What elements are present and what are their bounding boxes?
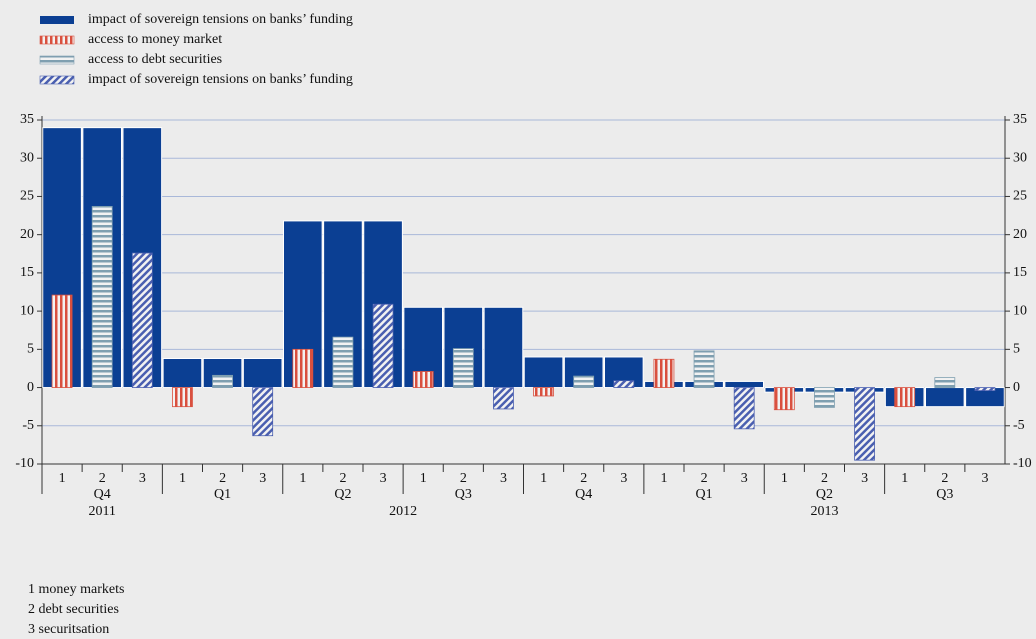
y2-tick-label: 35 [1013, 112, 1027, 127]
y-tick-label: 25 [20, 189, 34, 204]
y-tick-label: 35 [20, 112, 34, 127]
bar [493, 387, 514, 410]
quarter-label: Q2 [816, 487, 833, 502]
bar [613, 380, 635, 388]
x-tick-label: 3 [741, 471, 748, 486]
bar [452, 348, 474, 388]
year-label: 2011 [88, 504, 115, 519]
quarter-label: Q1 [214, 487, 231, 502]
x-tick-label: 2 [460, 471, 467, 486]
bar [974, 387, 996, 392]
y2-tick-label: 0 [1013, 380, 1020, 395]
footnote: 2 debt securities [28, 602, 119, 617]
footnote: 1 money markets [28, 582, 124, 597]
bar [724, 380, 764, 389]
y-tick-label: 5 [27, 342, 34, 357]
bar [733, 387, 755, 430]
y2-tick-label: 10 [1013, 303, 1027, 318]
bar [934, 377, 956, 388]
x-tick-label: 2 [821, 471, 828, 486]
legend-label: impact of sovereign tensions on banks’ f… [88, 12, 353, 27]
bar [242, 358, 283, 389]
x-tick-label: 3 [259, 471, 266, 486]
bar [523, 356, 564, 389]
x-tick-label: 3 [380, 471, 387, 486]
x-tick-label: 1 [420, 471, 427, 486]
x-tick-label: 3 [139, 471, 146, 486]
legend-label: access to debt securities [88, 52, 222, 67]
y-tick-label: -10 [15, 456, 34, 471]
legend-swatch [40, 16, 74, 24]
x-tick-label: 1 [901, 471, 908, 486]
y-tick-label: -5 [22, 418, 34, 433]
x-tick-label: 2 [580, 471, 587, 486]
quarter-label: Q2 [334, 487, 351, 502]
quarter-label: Q4 [94, 487, 111, 502]
x-tick-label: 1 [540, 471, 547, 486]
x-tick-label: 2 [701, 471, 708, 486]
quarter-label: Q3 [455, 487, 472, 502]
bar [172, 387, 193, 408]
x-tick-label: 2 [99, 471, 106, 486]
legend-label: impact of sovereign tensions on banks’ f… [88, 72, 353, 87]
legend-label: access to money market [88, 32, 222, 47]
legend-swatch [39, 55, 75, 65]
y-tick-label: 20 [20, 227, 34, 242]
bar [412, 371, 434, 388]
bar [925, 387, 965, 408]
x-tick-label: 1 [179, 471, 186, 486]
legend-swatch [39, 35, 75, 45]
y-tick-label: 10 [20, 303, 34, 318]
x-tick-label: 1 [59, 471, 66, 486]
y2-tick-label: -10 [1013, 456, 1032, 471]
y2-tick-label: 15 [1013, 265, 1027, 280]
bar [573, 375, 595, 388]
bar [372, 303, 394, 388]
bar [894, 387, 916, 408]
x-tick-label: 1 [299, 471, 306, 486]
x-tick-label: 2 [941, 471, 948, 486]
quarter-label: Q1 [696, 487, 713, 502]
year-label: 2012 [389, 504, 417, 519]
y-tick-label: 0 [27, 380, 34, 395]
quarter-label: Q4 [575, 487, 592, 502]
bar [91, 205, 113, 388]
x-tick-label: 1 [781, 471, 788, 486]
legend-swatch [39, 75, 75, 85]
bar [533, 387, 554, 397]
footnote: 3 securitsation [28, 622, 109, 637]
y2-tick-label: -5 [1013, 418, 1025, 433]
bar [51, 294, 73, 388]
x-tick-label: 2 [219, 471, 226, 486]
x-tick-label: 2 [339, 471, 346, 486]
bar [854, 387, 875, 461]
quarter-label: Q3 [936, 487, 953, 502]
x-tick-label: 3 [981, 471, 988, 486]
bar [814, 387, 835, 408]
bar [653, 358, 675, 388]
bar [693, 350, 715, 388]
y2-tick-label: 20 [1013, 227, 1027, 242]
x-tick-label: 1 [660, 471, 667, 486]
bar [773, 387, 795, 411]
bar [162, 358, 203, 389]
x-tick-label: 3 [620, 471, 627, 486]
y-tick-label: 15 [20, 265, 34, 280]
y2-tick-label: 30 [1013, 150, 1027, 165]
y2-tick-label: 25 [1013, 189, 1027, 204]
x-tick-label: 3 [861, 471, 868, 486]
x-tick-label: 3 [500, 471, 507, 486]
bar [212, 374, 233, 388]
bar [292, 348, 314, 388]
year-label: 2013 [810, 504, 838, 519]
bar [252, 387, 274, 437]
bar [332, 336, 354, 388]
bar [483, 306, 524, 389]
y2-tick-label: 5 [1013, 342, 1020, 357]
y-tick-label: 30 [20, 150, 34, 165]
bar [131, 252, 153, 388]
